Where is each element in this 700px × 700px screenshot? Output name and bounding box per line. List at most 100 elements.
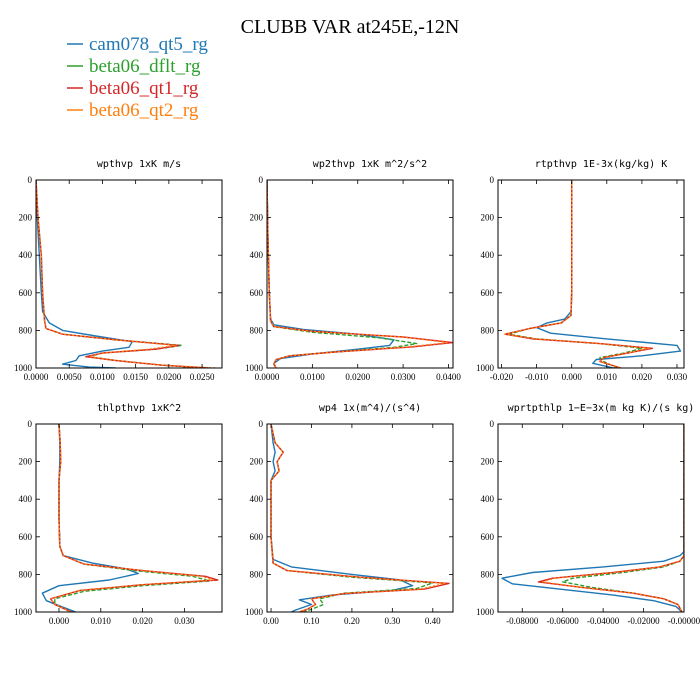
x-tick-label: 0.000: [49, 616, 70, 626]
x-tick-label: -0.00000: [668, 616, 700, 626]
series-group: [501, 424, 684, 612]
series-group: [36, 180, 216, 368]
y-tick-label: 200: [19, 457, 33, 467]
series-line-beta06_qt2_rg: [504, 180, 650, 368]
y-tick-label: 400: [19, 250, 33, 260]
legend-label: beta06_qt2_rg: [89, 100, 199, 121]
legend-label: beta06_dflt_rg: [89, 56, 201, 77]
y-tick-label: 1000: [476, 363, 495, 373]
legend-label: cam078_qt5_rg: [89, 34, 208, 55]
y-tick-label: 400: [19, 494, 33, 504]
x-tick-label: 0.40: [425, 616, 441, 626]
x-tick-label: 0.10: [304, 616, 320, 626]
y-tick-label: 200: [19, 213, 33, 223]
x-tick-label: 0.0200: [156, 372, 181, 382]
series-line-cam078_qt5_rg: [36, 180, 133, 368]
plot-frame: [35, 179, 223, 369]
y-tick-label: 800: [19, 569, 33, 579]
panel-title: wp4 1x(m^4)/(s^4): [319, 403, 421, 414]
x-tick-label: 0.0200: [345, 372, 370, 382]
series-group: [270, 424, 450, 612]
plot-frame: [266, 423, 454, 613]
x-tick-label: -0.02000: [627, 616, 660, 626]
plot-frame: [497, 423, 685, 613]
y-tick-label: 1000: [245, 607, 264, 617]
x-tick-label: 0.030: [174, 616, 195, 626]
y-tick-label: 200: [481, 457, 495, 467]
x-tick-label: 0.30: [384, 616, 400, 626]
y-tick-label: 400: [250, 494, 264, 504]
x-tick-label: 0.010: [91, 616, 112, 626]
x-tick-label: -0.04000: [587, 616, 620, 626]
x-tick-label: 0.0050: [57, 372, 82, 382]
legend: cam078_qt5_rgbeta06_dflt_rgbeta06_qt1_rg…: [67, 34, 208, 121]
y-tick-label: 0: [490, 175, 495, 185]
x-tick-label: 0.0150: [123, 372, 148, 382]
series-group: [41, 424, 219, 612]
x-tick-label: 0.0100: [300, 372, 325, 382]
y-tick-label: 400: [250, 250, 264, 260]
y-tick-label: 0: [259, 175, 264, 185]
x-tick-label: 0.0100: [90, 372, 115, 382]
x-tick-label: 0.020: [132, 616, 153, 626]
series-line-beta06_qt2_rg: [541, 424, 684, 612]
panel-title: wpthvp 1xK m/s: [97, 159, 181, 170]
series-group: [504, 180, 682, 368]
y-tick-label: 0: [28, 419, 33, 429]
x-tick-label: 0.0300: [391, 372, 416, 382]
x-tick-label: 0.000: [562, 372, 583, 382]
y-tick-label: 600: [481, 532, 495, 542]
plot-frame: [266, 179, 454, 369]
x-tick-label: 0.00: [263, 616, 279, 626]
y-tick-label: 600: [481, 288, 495, 298]
y-tick-label: 1000: [245, 363, 264, 373]
x-tick-label: 0.0250: [190, 372, 215, 382]
panel-title: thlpthvp 1xK^2: [97, 403, 181, 414]
y-tick-label: 600: [19, 288, 33, 298]
legend-entry: beta06_qt2_rg: [67, 100, 199, 121]
chart-panel-4: thlpthvp 1xK^2 0 200 400 600 800 1000 0.000 0.01…: [14, 403, 223, 626]
y-tick-label: 800: [250, 569, 264, 579]
y-tick-label: 0: [28, 175, 33, 185]
y-tick-label: 400: [481, 494, 495, 504]
x-tick-label: -0.06000: [547, 616, 580, 626]
x-tick-label: -0.08000: [506, 616, 539, 626]
chart-panel-2: wp2thvp 1xK m^2/s^2 0 200 400 600 800 10000.00…: [245, 159, 461, 382]
chart-panel-3: rtpthvp 1E-3x(kg/kg) K02004006008001000-…: [476, 159, 688, 382]
x-tick-label: 0.0400: [436, 372, 461, 382]
y-tick-label: 600: [250, 288, 264, 298]
y-tick-label: 0: [259, 419, 264, 429]
series-line-beta06_qt1_rg: [270, 424, 450, 612]
y-tick-label: 1000: [14, 363, 33, 373]
plot-frame: [35, 423, 223, 613]
x-tick-label: -0.020: [490, 372, 514, 382]
legend-entry: cam078_qt5_rg: [67, 34, 208, 55]
legend-entry: beta06_dflt_rg: [67, 56, 201, 77]
y-tick-label: 800: [19, 325, 33, 335]
y-tick-label: 400: [481, 250, 495, 260]
chart-panel-6: wprtpthlp 1−E−3x(m kg K)/(s kg) 0 200 400 60…: [476, 403, 700, 626]
y-tick-label: 1000: [476, 607, 495, 617]
x-tick-label: 0.0000: [255, 372, 280, 382]
series-line-beta06_qt2_rg: [49, 424, 215, 612]
panel-title: wprtpthlp 1−E−3x(m kg K)/(s kg): [508, 403, 695, 414]
figure-title: CLUBB VAR at245E,-12N: [241, 16, 460, 38]
x-tick-label: 0.020: [632, 372, 653, 382]
legend-label: beta06_qt1_rg: [89, 78, 199, 99]
series-line-beta06_qt2_rg: [36, 180, 216, 368]
series-line-cam078_qt5_rg: [270, 424, 414, 612]
panel-title: wp2thvp 1xK m^2/s^2: [313, 159, 427, 170]
plot-frame: [497, 179, 685, 369]
y-tick-label: 200: [250, 213, 264, 223]
y-tick-label: 200: [250, 457, 264, 467]
series-group: [267, 180, 453, 368]
x-tick-label: 0.030: [667, 372, 688, 382]
series-line-beta06_qt2_rg: [267, 180, 450, 368]
y-tick-label: 800: [250, 325, 264, 335]
y-tick-label: 800: [481, 325, 495, 335]
x-tick-label: 0.010: [597, 372, 618, 382]
